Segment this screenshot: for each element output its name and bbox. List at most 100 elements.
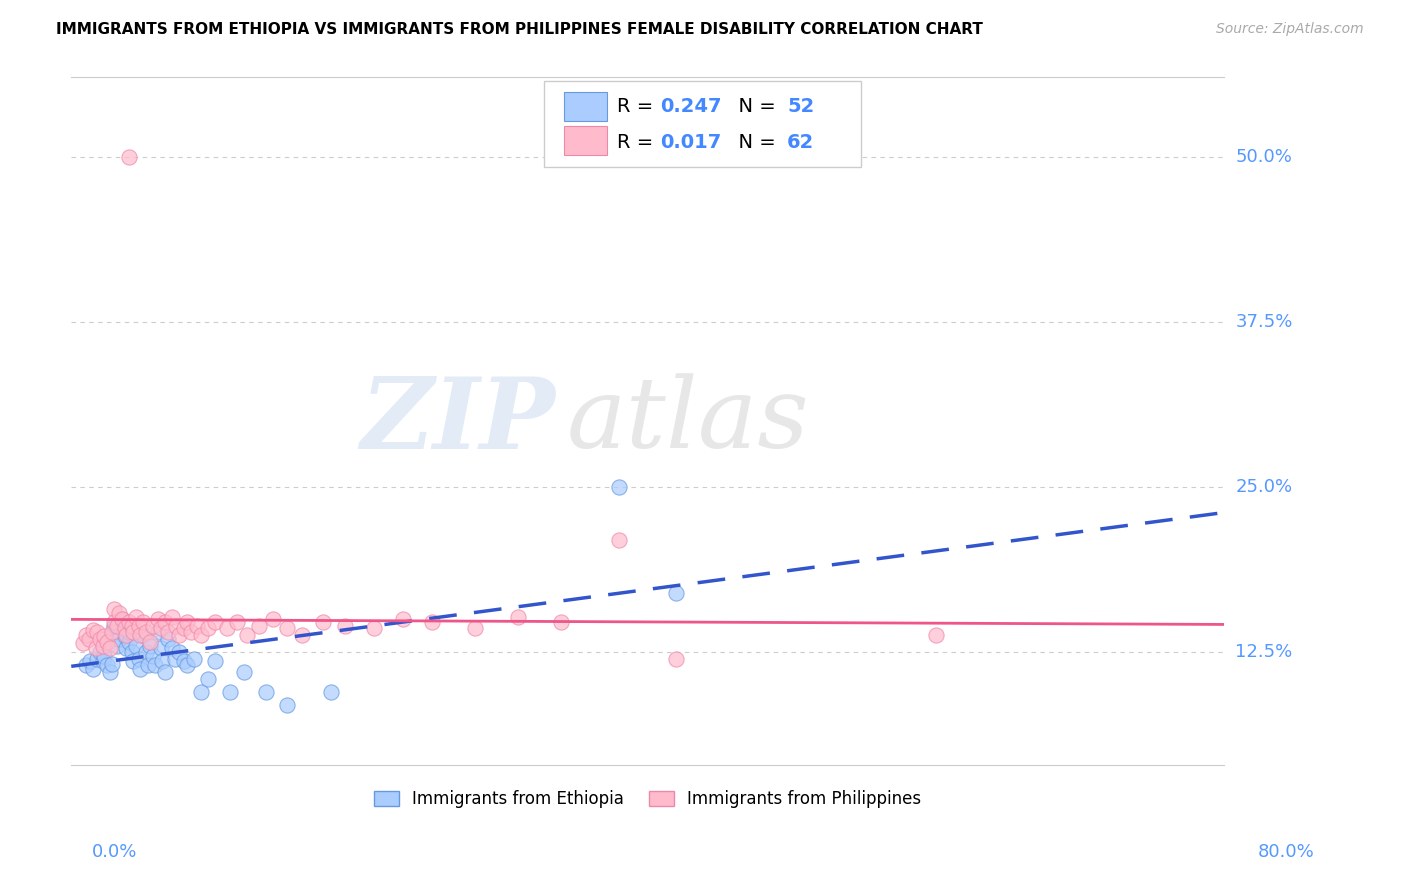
- Point: [111, 612, 134, 626]
- Point: [96, 658, 118, 673]
- Point: [247, 619, 270, 633]
- FancyBboxPatch shape: [544, 81, 860, 167]
- Point: [506, 609, 529, 624]
- Point: [176, 615, 198, 629]
- Point: [129, 662, 152, 676]
- Point: [156, 625, 179, 640]
- Point: [215, 622, 238, 636]
- Point: [125, 609, 148, 624]
- Point: [107, 632, 129, 646]
- Point: [91, 655, 114, 669]
- Point: [86, 652, 108, 666]
- Point: [190, 685, 212, 699]
- Point: [665, 586, 688, 600]
- Point: [135, 625, 157, 640]
- Point: [77, 632, 100, 646]
- Point: [105, 619, 128, 633]
- Text: N =: N =: [725, 97, 782, 116]
- Text: 37.5%: 37.5%: [1236, 313, 1292, 331]
- Text: 0.247: 0.247: [661, 97, 721, 116]
- Point: [103, 615, 125, 629]
- Point: [132, 615, 155, 629]
- Point: [363, 622, 385, 636]
- Text: N =: N =: [725, 133, 782, 153]
- Text: ZIP: ZIP: [360, 373, 555, 469]
- Bar: [564, 127, 607, 155]
- Text: R =: R =: [617, 97, 659, 116]
- Point: [105, 639, 128, 653]
- Point: [165, 619, 187, 633]
- Point: [96, 634, 118, 648]
- Point: [420, 615, 443, 629]
- Point: [114, 622, 136, 636]
- Point: [118, 615, 141, 629]
- Point: [169, 645, 191, 659]
- Point: [160, 641, 183, 656]
- Point: [103, 601, 125, 615]
- Point: [93, 629, 115, 643]
- Point: [176, 658, 198, 673]
- Point: [254, 685, 277, 699]
- Point: [128, 619, 150, 633]
- Point: [135, 645, 157, 659]
- Point: [136, 658, 159, 673]
- Point: [149, 641, 172, 656]
- Point: [204, 615, 226, 629]
- Point: [122, 625, 145, 640]
- Point: [665, 652, 688, 666]
- Point: [75, 628, 97, 642]
- Point: [107, 606, 129, 620]
- Point: [183, 652, 205, 666]
- Text: 52: 52: [787, 97, 814, 116]
- Point: [98, 665, 121, 679]
- Point: [89, 632, 111, 646]
- Bar: [564, 92, 607, 120]
- Text: R =: R =: [617, 133, 659, 153]
- Text: IMMIGRANTS FROM ETHIOPIA VS IMMIGRANTS FROM PHILIPPINES FEMALE DISABILITY CORREL: IMMIGRANTS FROM ETHIOPIA VS IMMIGRANTS F…: [56, 22, 983, 37]
- Point: [89, 645, 111, 659]
- Point: [218, 685, 240, 699]
- Point: [925, 628, 948, 642]
- Point: [112, 622, 135, 636]
- Point: [236, 628, 259, 642]
- Point: [103, 619, 125, 633]
- Point: [204, 655, 226, 669]
- Point: [125, 639, 148, 653]
- Text: 12.5%: 12.5%: [1236, 643, 1292, 661]
- Point: [186, 619, 208, 633]
- Point: [262, 612, 284, 626]
- Point: [197, 672, 219, 686]
- Point: [115, 628, 138, 642]
- Point: [173, 655, 195, 669]
- Point: [142, 619, 165, 633]
- Point: [146, 612, 169, 626]
- Text: 50.0%: 50.0%: [1236, 148, 1292, 166]
- Point: [319, 685, 342, 699]
- Point: [91, 639, 114, 653]
- Point: [312, 615, 335, 629]
- Point: [129, 628, 152, 642]
- Point: [142, 649, 165, 664]
- Point: [121, 645, 143, 659]
- Point: [82, 623, 104, 637]
- Point: [93, 649, 115, 664]
- Point: [607, 533, 630, 547]
- Point: [98, 641, 121, 656]
- Point: [391, 612, 413, 626]
- Point: [82, 662, 104, 676]
- Text: 0.0%: 0.0%: [91, 843, 136, 861]
- Point: [84, 641, 107, 656]
- Text: 80.0%: 80.0%: [1258, 843, 1315, 861]
- Point: [128, 652, 150, 666]
- Text: 62: 62: [787, 133, 814, 153]
- Point: [72, 636, 94, 650]
- Point: [153, 615, 176, 629]
- Point: [139, 639, 162, 653]
- Point: [150, 655, 173, 669]
- Point: [103, 625, 125, 640]
- Point: [156, 632, 179, 646]
- Point: [143, 658, 166, 673]
- Point: [79, 655, 101, 669]
- Point: [118, 634, 141, 648]
- Point: [173, 622, 195, 636]
